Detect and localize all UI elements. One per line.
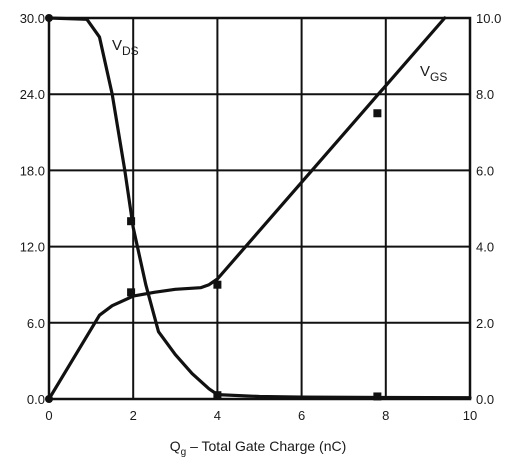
y-right-tick-label: 8.0 [476,87,494,102]
series-line-vgs [47,16,447,401]
x-axis-label: Qg – Total Gate Charge (nC) [170,438,347,458]
data-marker [213,280,222,289]
y-left-tick-label: 0.0 [27,392,45,407]
y-right-tick-label: 4.0 [476,240,494,255]
markers-group [45,14,382,403]
data-marker [45,395,53,403]
grid-lines [48,17,471,400]
x-tick-label: 10 [463,408,477,423]
y-right-tick-label: 0.0 [476,392,494,407]
x-tick-label: 2 [130,408,137,423]
plot-border [47,16,472,401]
x-tick-label: 8 [382,408,389,423]
x-tick-label: 4 [214,408,221,423]
y-right-tick-label: 2.0 [476,316,494,331]
plot-frame [47,16,472,401]
y-left-tick-label: 30.0 [20,11,45,26]
x-tick-label: 0 [45,408,52,423]
x-tick-label: 6 [298,408,305,423]
series-label-vgs: VGS [420,63,447,84]
y-left-tick-label: 6.0 [27,316,45,331]
series-label-vds: VDS [112,37,139,58]
data-marker [45,14,53,22]
tick-labels: 0 2 4 6 8 100.06.012.018.024.030.00.02.04.06.… [20,11,502,423]
y-left-tick-label: 18.0 [20,163,45,178]
data-marker [127,217,136,226]
y-right-tick-label: 6.0 [476,163,494,178]
y-left-tick-label: 24.0 [20,87,45,102]
y-right-tick-label: 10.0 [476,11,501,26]
data-marker [213,391,222,400]
series-line-vds [47,16,472,400]
series-group [47,16,472,401]
data-marker [373,109,382,118]
data-marker [127,288,136,297]
y-left-tick-label: 12.0 [20,240,45,255]
data-marker [373,392,382,401]
